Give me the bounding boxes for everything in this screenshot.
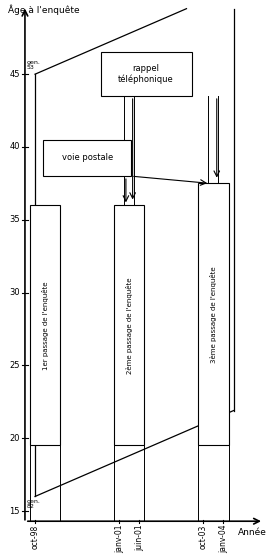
Text: 2ème passage de l'enquête: 2ème passage de l'enquête	[126, 277, 133, 374]
Text: gen.
82: gen. 82	[27, 500, 41, 509]
Text: 30: 30	[9, 288, 20, 297]
Text: 25: 25	[10, 361, 20, 370]
Text: voie postale: voie postale	[61, 153, 113, 163]
Text: 1er passage de l'enquête: 1er passage de l'enquête	[42, 281, 49, 370]
Bar	[114, 205, 144, 446]
Text: 3ème passage de l'enquête: 3ème passage de l'enquête	[210, 266, 217, 363]
Text: juin-01: juin-01	[135, 525, 144, 552]
Text: rappel
téléphonique: rappel téléphonique	[118, 64, 174, 84]
Bar	[198, 183, 228, 446]
Bar	[101, 52, 191, 96]
Text: 15: 15	[10, 507, 20, 516]
Bar	[30, 205, 60, 446]
Text: gen.
53: gen. 53	[27, 60, 41, 70]
Text: janv-04: janv-04	[219, 525, 228, 553]
Text: Âge à l'enquête: Âge à l'enquête	[8, 4, 80, 15]
Text: 45: 45	[10, 70, 20, 79]
Text: 20: 20	[10, 433, 20, 443]
Text: 35: 35	[9, 215, 20, 224]
Text: Année: Année	[238, 528, 267, 537]
Text: janv-01: janv-01	[115, 525, 124, 553]
Text: oct-98: oct-98	[30, 525, 39, 549]
Text: oct-03: oct-03	[199, 525, 208, 549]
Text: 40: 40	[10, 143, 20, 152]
Bar	[44, 140, 131, 176]
